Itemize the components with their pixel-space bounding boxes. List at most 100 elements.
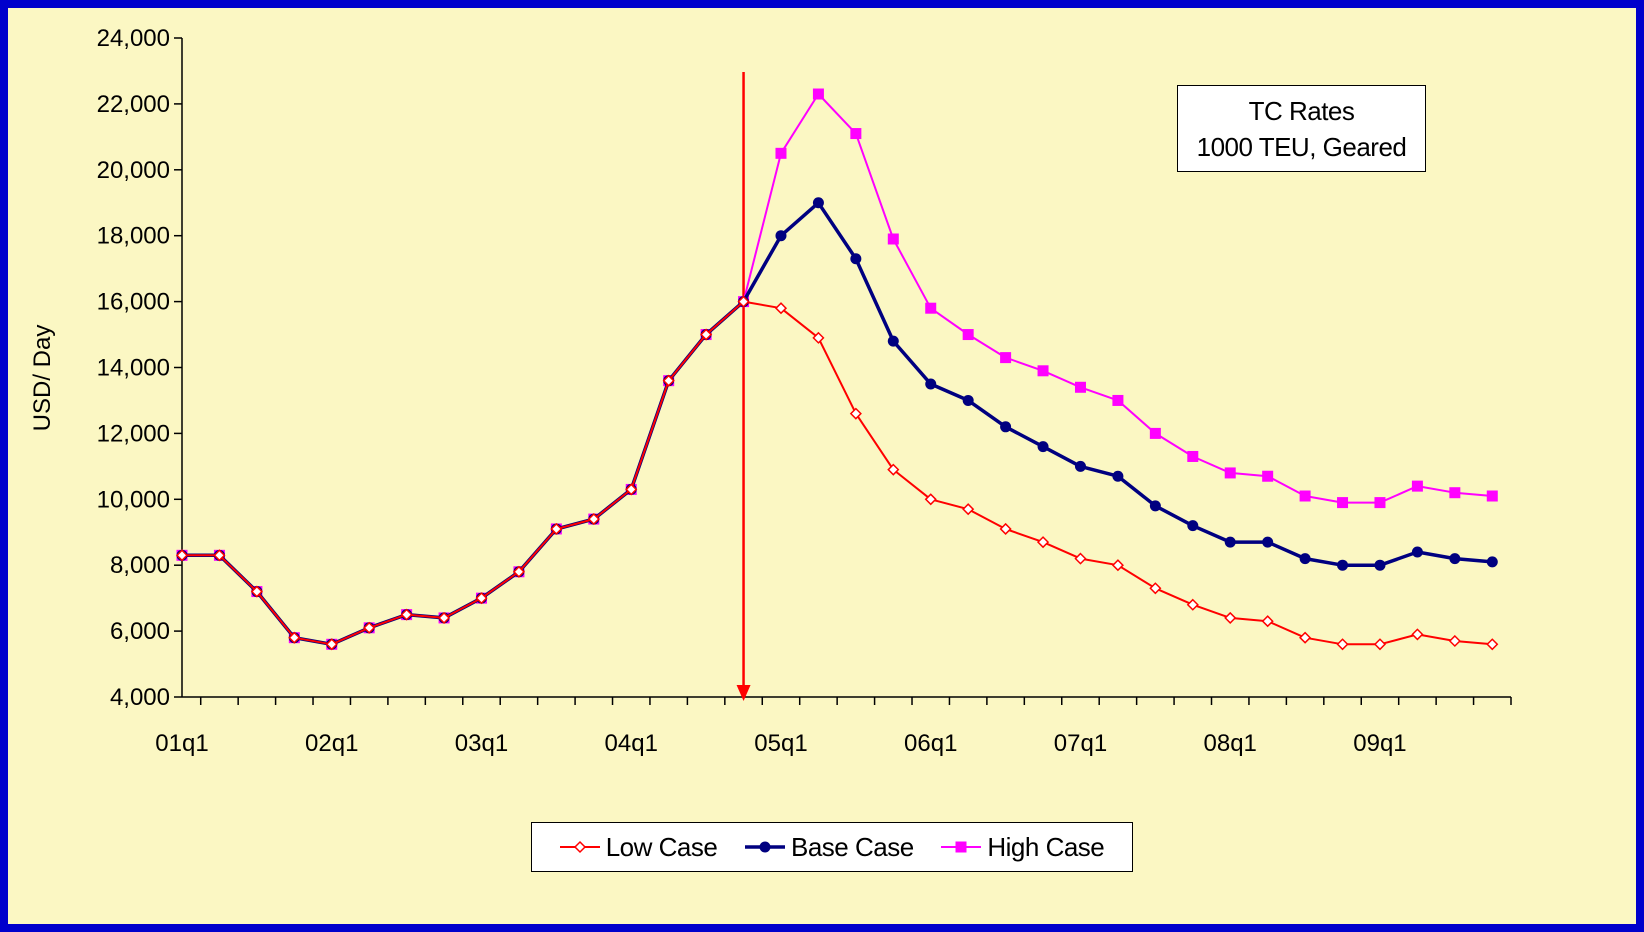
data-point-high-case [850, 128, 862, 140]
legend-label-high-case: High Case [987, 831, 1105, 862]
data-point-low-case [887, 463, 900, 476]
series-line-low-case [182, 300, 1493, 646]
data-point-low-case [812, 331, 825, 344]
series-high-case [176, 88, 1498, 650]
data-point-low-case [250, 585, 263, 598]
x-tick-label: 08q1 [1204, 730, 1257, 757]
data-point-low-case [625, 483, 638, 496]
data-point-low-case [400, 608, 413, 621]
data-point-high-case [1112, 394, 1124, 406]
data-point-base-case [812, 197, 824, 209]
data-point-low-case [1036, 536, 1050, 549]
data-point-low-case [437, 611, 451, 624]
series-base-case [176, 197, 1498, 650]
data-point-high-case [1486, 490, 1498, 502]
data-point-high-case [1337, 497, 1349, 509]
legend-item-low-case: Low Case [559, 832, 718, 863]
data-point-base-case [1262, 536, 1274, 548]
data-point-high-case [775, 147, 787, 159]
data-point-high-case [962, 329, 974, 341]
data-point-low-case [1373, 638, 1387, 651]
data-point-high-case [812, 88, 824, 100]
data-point-high-case [925, 302, 937, 314]
data-point-low-case [924, 493, 937, 506]
data-point-low-case [1186, 598, 1199, 611]
series-line-high-case [182, 93, 1493, 646]
data-point-high-case [1374, 497, 1386, 509]
legend-item-high-case: High Case [941, 831, 1105, 863]
data-point-base-case [850, 253, 862, 265]
x-tick-label: 09q1 [1353, 730, 1406, 757]
data-point-base-case [1299, 553, 1311, 565]
legend-label-base-case: Base Case [791, 831, 914, 862]
data-point-base-case [1000, 421, 1012, 433]
data-point-low-case [475, 592, 488, 605]
data-point-low-case [587, 513, 600, 526]
data-point-low-case [962, 503, 975, 516]
data-point-base-case [1224, 536, 1236, 548]
data-point-low-case [1111, 559, 1124, 572]
series-low-case [175, 295, 1499, 651]
y-tick-label: 16,000 [97, 289, 170, 316]
data-point-base-case [1411, 546, 1423, 558]
info-box-line-1: TC Rates [1248, 95, 1355, 126]
data-point-base-case [775, 230, 787, 242]
annotation-arrow-head [736, 685, 751, 701]
annotation-layer [736, 72, 751, 701]
chart-info-box: TC Rates 1000 TEU, Geared [1177, 85, 1426, 172]
data-point-base-case [1112, 470, 1124, 482]
legend-item-base-case: Base Case [745, 832, 914, 863]
data-point-low-case [849, 407, 862, 420]
y-tick-label: 22,000 [97, 91, 170, 118]
data-point-base-case [925, 378, 937, 390]
data-point-high-case [887, 233, 899, 245]
data-point-low-case [213, 549, 226, 562]
legend-swatch-base-case [745, 841, 785, 853]
data-point-high-case [1299, 490, 1311, 502]
series-layer [175, 88, 1499, 651]
data-point-low-case [175, 549, 189, 562]
data-point-base-case [1187, 520, 1199, 532]
data-point-low-case [1261, 615, 1274, 628]
data-point-base-case [1074, 460, 1086, 472]
x-tick-label: 05q1 [754, 730, 807, 757]
data-point-high-case [1224, 467, 1236, 479]
data-point-low-case [1448, 634, 1461, 648]
y-tick-label: 6,000 [110, 618, 170, 645]
y-tick-label: 4,000 [110, 684, 170, 711]
x-tick-label: 06q1 [904, 730, 957, 757]
data-point-low-case [1411, 628, 1424, 641]
y-tick-label: 18,000 [97, 223, 170, 250]
data-point-low-case [1149, 582, 1162, 595]
line-chart: 4,000 6,000 8,000 10,000 12,000 14,000 16,000 1… [29, 25, 1512, 757]
data-point-low-case [1074, 552, 1087, 565]
data-point-low-case [737, 295, 750, 308]
x-tick-label: 02q1 [305, 730, 358, 757]
data-point-base-case [1037, 441, 1049, 453]
x-tick-label: 01q1 [155, 730, 208, 757]
x-tick-label: 04q1 [605, 730, 658, 757]
data-point-low-case [512, 565, 525, 578]
data-point-high-case [1000, 352, 1012, 364]
chart-frame: 4,000 6,000 8,000 10,000 12,000 14,000 16,000 1… [8, 8, 1636, 924]
y-tick-label: 10,000 [97, 486, 170, 513]
data-point-low-case [288, 631, 301, 644]
data-point-low-case [1299, 631, 1312, 644]
data-point-low-case [1336, 638, 1349, 651]
x-tick-label: 03q1 [455, 730, 508, 757]
data-point-low-case [363, 621, 376, 634]
chart-legend: Low Case Base Case High Case [531, 822, 1133, 872]
data-point-base-case [962, 394, 974, 406]
series-line-base-case [182, 201, 1493, 647]
data-point-low-case [774, 302, 788, 315]
data-point-low-case [1224, 611, 1237, 624]
data-point-high-case [1411, 480, 1423, 492]
data-point-high-case [1149, 427, 1161, 439]
data-point-high-case [1074, 381, 1086, 393]
legend-swatch-low-case [559, 840, 600, 854]
data-point-base-case [887, 335, 899, 347]
data-point-base-case [1486, 556, 1498, 568]
data-point-low-case [550, 522, 563, 536]
y-tick-label: 24,000 [97, 25, 170, 52]
data-point-base-case [1149, 500, 1161, 512]
